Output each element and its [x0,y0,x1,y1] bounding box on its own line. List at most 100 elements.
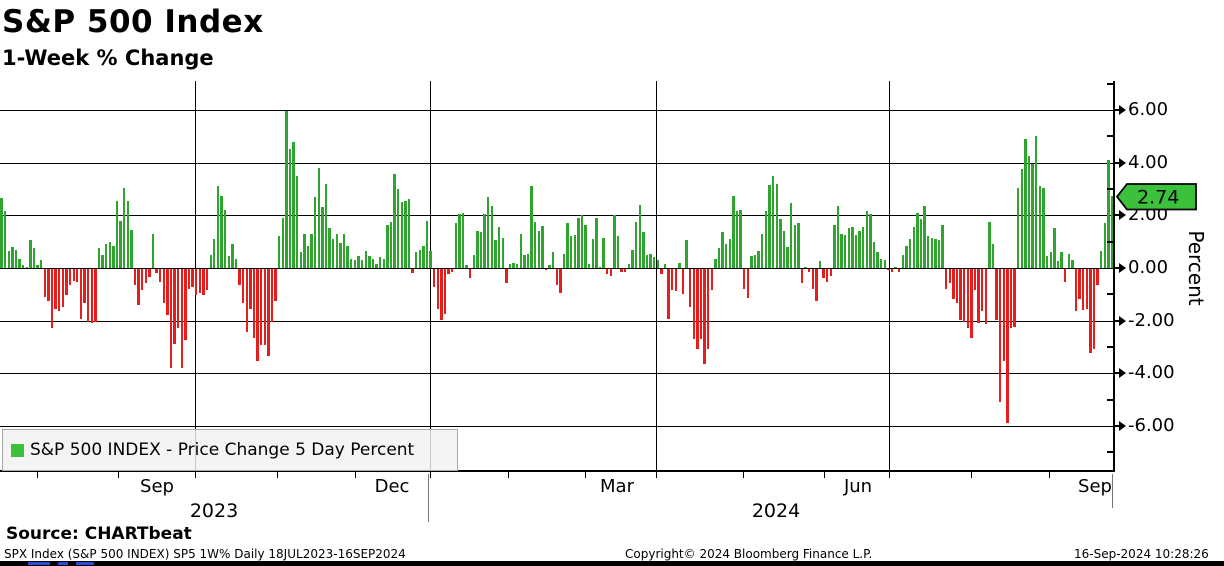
bar [1009,269,1013,329]
bar [901,254,905,268]
bar [981,269,984,312]
y-tick-label: -2.00 [1128,309,1175,331]
gridline-v [889,81,890,470]
bar [104,244,108,268]
bar [930,237,933,268]
x-month-tick [37,472,38,478]
bar [883,260,887,268]
bar [195,269,198,296]
bar [526,253,530,268]
bar [1042,187,1045,268]
bar [966,269,969,329]
bar [29,240,32,268]
bar [555,269,558,285]
bar [818,261,822,268]
bar [977,269,980,324]
bar [768,184,771,268]
bar [22,265,25,268]
bar [1078,269,1081,300]
bar [786,246,789,268]
bar [984,269,987,325]
bar [836,206,840,268]
bar [739,210,742,268]
bar [775,183,778,268]
bar [40,260,43,268]
bar [130,229,133,268]
bar [14,249,18,268]
bar [1063,269,1067,283]
bar [238,269,241,285]
bar [645,254,649,268]
bar [101,254,104,268]
bar [761,233,764,268]
bar [292,141,295,268]
gridline-h [0,320,1114,322]
bar [869,213,872,268]
bar [573,235,576,268]
bar [721,232,724,268]
bar [591,239,595,268]
bar [126,200,129,268]
bar [1049,252,1052,268]
bar [681,269,685,295]
x-month-tick [118,472,119,478]
bar [627,264,631,268]
bar [991,244,995,268]
bar [577,217,580,268]
bar [328,228,331,268]
bar [259,269,263,346]
taskbar-segment [76,562,94,565]
bar [782,231,786,268]
bar [606,269,609,275]
bar [995,269,998,321]
x-year-label: 2024 [751,500,801,522]
bar [717,248,721,268]
bar [508,264,512,268]
bar [274,269,277,301]
chart-plot-area[interactable] [0,81,1114,470]
bar [822,269,825,279]
x-month-label: Sep [140,476,174,497]
bar [1092,269,1096,350]
bar [198,269,202,293]
source-label: Source: CHARTbeat [6,524,192,544]
bar [133,269,137,285]
bar [829,269,832,276]
page-title: S&P 500 Index [2,4,264,40]
bar [912,227,915,268]
y-tick-label: -6.00 [1128,415,1175,437]
bar [753,254,757,268]
bar [205,269,209,291]
gridline-h [0,426,1114,428]
bar [472,254,476,268]
bar [779,219,782,268]
bar [944,269,948,289]
bar [1031,163,1034,268]
bar [223,210,227,268]
x-month-tick [656,472,657,478]
x-month-label: Mar [600,476,634,497]
bar [332,239,335,268]
bar [263,269,266,346]
bar [422,245,425,268]
x-month-tick [277,472,278,478]
year-separator [428,474,429,522]
bar [815,269,818,301]
bar [735,211,739,268]
bar [696,269,699,350]
bar [303,233,306,268]
x-month-label: Jun [843,476,873,497]
bar [184,269,187,341]
bar [916,212,919,268]
bar [674,269,677,292]
year-separator [1112,474,1113,508]
bar [537,231,540,268]
bar [68,269,72,285]
bar [396,188,400,268]
bar [613,215,616,268]
legend[interactable]: S&P 500 INDEX - Price Change 5 Day Perce… [2,429,458,471]
bar [213,239,216,268]
bar [652,257,656,268]
bar [490,206,494,268]
y-tick-arrow-icon [1119,315,1126,326]
